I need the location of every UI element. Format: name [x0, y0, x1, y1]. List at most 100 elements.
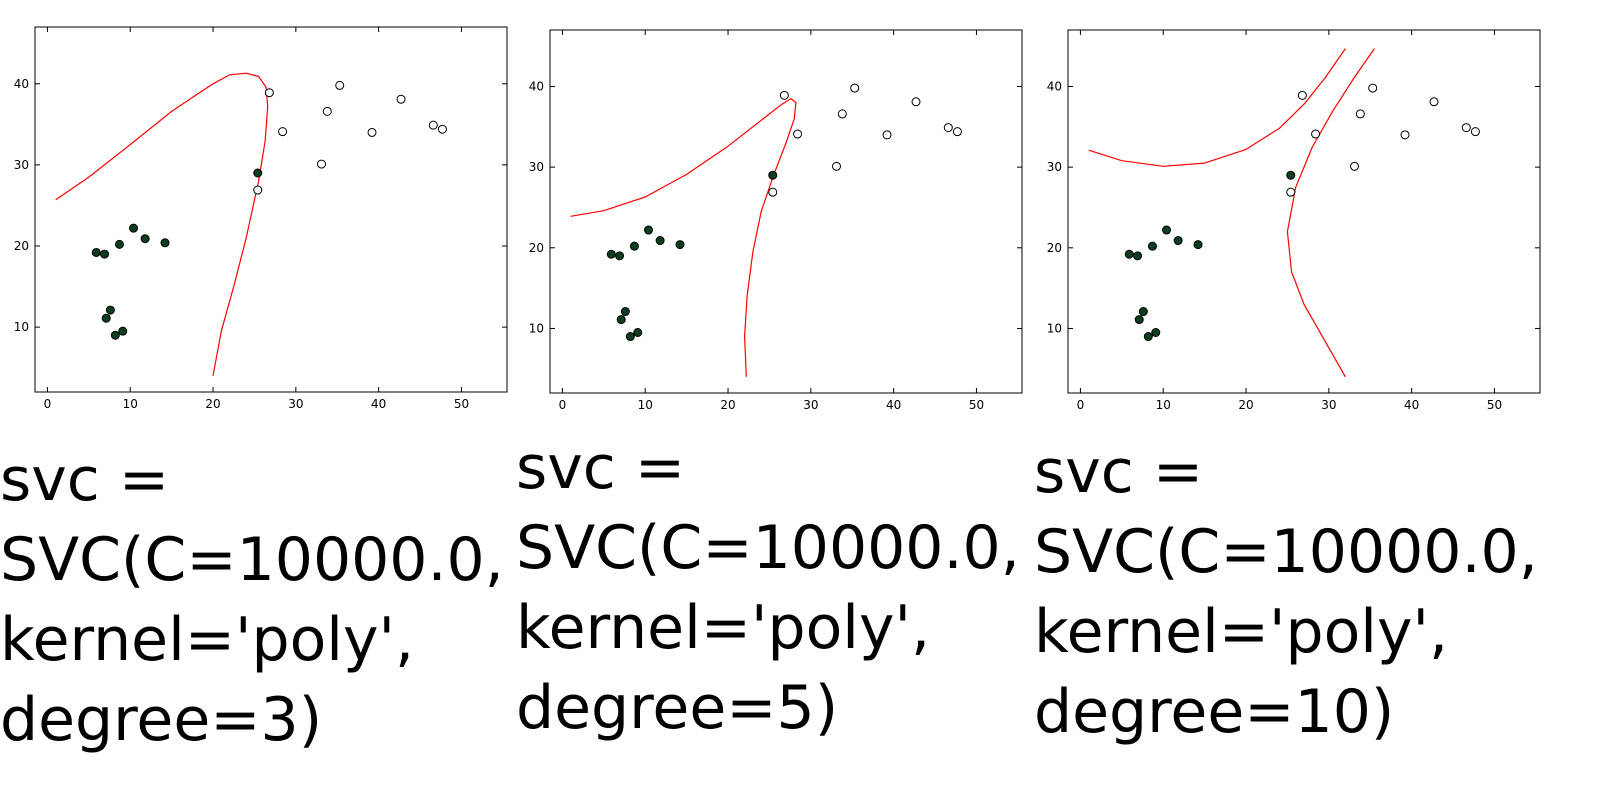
filled-point — [91, 247, 101, 257]
y-tick-label: 10 — [1047, 321, 1062, 335]
filled-point — [1173, 236, 1183, 246]
filled-point — [1193, 240, 1203, 250]
filled-point — [1133, 251, 1143, 261]
filled-point — [1147, 241, 1157, 251]
x-tick-label: 20 — [720, 398, 735, 412]
filled-point — [615, 251, 625, 261]
chart-panel-degree-3: 0 10 20 30 40 50 10 20 30 40 svc = SVC(C=10000.0,… — [0, 0, 530, 788]
filled-point — [1143, 332, 1153, 342]
y-tick-label: 30 — [1047, 160, 1062, 174]
x-tick-label: 0 — [44, 397, 52, 411]
filled-point — [644, 225, 654, 235]
open-point — [779, 90, 789, 100]
x-tick-label: 10 — [638, 398, 653, 412]
open-point — [396, 94, 406, 104]
filled-point — [101, 313, 111, 323]
open-point — [428, 120, 438, 130]
chart-caption-degree-3: svc = SVC(C=10000.0, kernel='poly', degr… — [0, 445, 504, 755]
open-point — [1400, 130, 1410, 140]
x-tick-label: 30 — [803, 398, 818, 412]
y-tick-label: 40 — [14, 77, 29, 91]
open-point — [317, 159, 327, 169]
decision-boundary — [1088, 48, 1346, 167]
chart-svg-degree-3: 0 10 20 30 40 50 10 20 30 40 — [14, 26, 508, 411]
open-point — [437, 124, 447, 134]
chart-panel-degree-5: 0 10 20 30 40 50 10 20 30 40 svc = SVC(C=10000.0,… — [516, 0, 1046, 788]
filled-point — [160, 238, 170, 248]
open-point — [1286, 187, 1296, 197]
filled-point — [675, 240, 685, 250]
x-tick-label: 10 — [1156, 398, 1171, 412]
x-tick-label: 50 — [969, 398, 984, 412]
open-point — [952, 127, 962, 137]
chart-svg-degree-5: 0 10 20 30 40 50 10 20 30 40 — [529, 29, 1023, 412]
chart-svg-degree-10: 0 10 20 30 40 50 10 20 30 40 — [1047, 29, 1541, 412]
open-point — [793, 129, 803, 139]
open-point — [943, 123, 953, 133]
x-tick-label: 0 — [1077, 398, 1085, 412]
open-point — [850, 83, 860, 93]
y-tick-label: 40 — [529, 79, 544, 93]
open-point — [1470, 127, 1480, 137]
y-tick-label: 20 — [14, 239, 29, 253]
filled-point — [655, 236, 665, 246]
x-tick-label: 50 — [454, 397, 469, 411]
x-tick-label: 40 — [1404, 398, 1419, 412]
open-point — [837, 109, 847, 119]
x-tick-label: 30 — [288, 397, 303, 411]
y-tick-label: 20 — [1047, 241, 1062, 255]
filled-point — [114, 239, 124, 249]
filled-point — [253, 168, 263, 178]
y-tick-label: 10 — [14, 320, 29, 334]
open-point — [1297, 90, 1307, 100]
open-point — [264, 88, 274, 98]
open-point — [1461, 123, 1471, 133]
filled-point — [1162, 225, 1172, 235]
plot-frame — [34, 26, 508, 393]
y-tick-label: 30 — [529, 160, 544, 174]
open-point — [1355, 109, 1365, 119]
filled-point — [118, 326, 128, 336]
filled-point — [1151, 328, 1161, 337]
filled-point — [629, 241, 639, 251]
decision-boundary — [55, 72, 269, 376]
filled-point — [140, 234, 150, 244]
filled-point — [1134, 315, 1144, 325]
x-tick-label: 0 — [559, 398, 567, 412]
chart-panel-degree-10: 0 10 20 30 40 50 10 20 30 40 svc = SVC(C=10000.0,… — [1034, 0, 1564, 788]
plot-frame — [549, 29, 1023, 394]
y-tick-label: 10 — [529, 321, 544, 335]
filled-point — [633, 328, 643, 337]
open-point — [768, 187, 778, 197]
open-point — [882, 130, 892, 140]
open-point — [278, 127, 288, 137]
filled-point — [105, 305, 115, 315]
open-point — [1350, 161, 1360, 171]
filled-point — [1138, 307, 1148, 317]
filled-point — [1286, 170, 1296, 180]
y-tick-label: 20 — [529, 241, 544, 255]
open-point — [335, 80, 345, 90]
x-tick-label: 40 — [371, 397, 386, 411]
open-point — [832, 161, 842, 171]
x-tick-label: 10 — [123, 397, 138, 411]
filled-point — [100, 249, 110, 259]
chart-caption-degree-10: svc = SVC(C=10000.0, kernel='poly', degr… — [1034, 437, 1538, 747]
open-point — [1311, 129, 1321, 139]
filled-point — [625, 332, 635, 342]
open-point — [367, 127, 377, 137]
plot-frame — [1067, 29, 1541, 394]
x-tick-label: 20 — [1238, 398, 1253, 412]
open-point — [1429, 97, 1439, 107]
filled-point — [606, 249, 616, 259]
open-point — [253, 185, 263, 195]
y-tick-label: 30 — [14, 158, 29, 172]
filled-point — [768, 170, 778, 180]
filled-point — [129, 223, 139, 233]
x-tick-label: 40 — [886, 398, 901, 412]
chart-caption-degree-5: svc = SVC(C=10000.0, kernel='poly', degr… — [516, 433, 1020, 743]
decision-boundary — [1286, 48, 1375, 378]
open-point — [1368, 83, 1378, 93]
filled-point — [110, 330, 120, 340]
x-tick-label: 30 — [1321, 398, 1336, 412]
